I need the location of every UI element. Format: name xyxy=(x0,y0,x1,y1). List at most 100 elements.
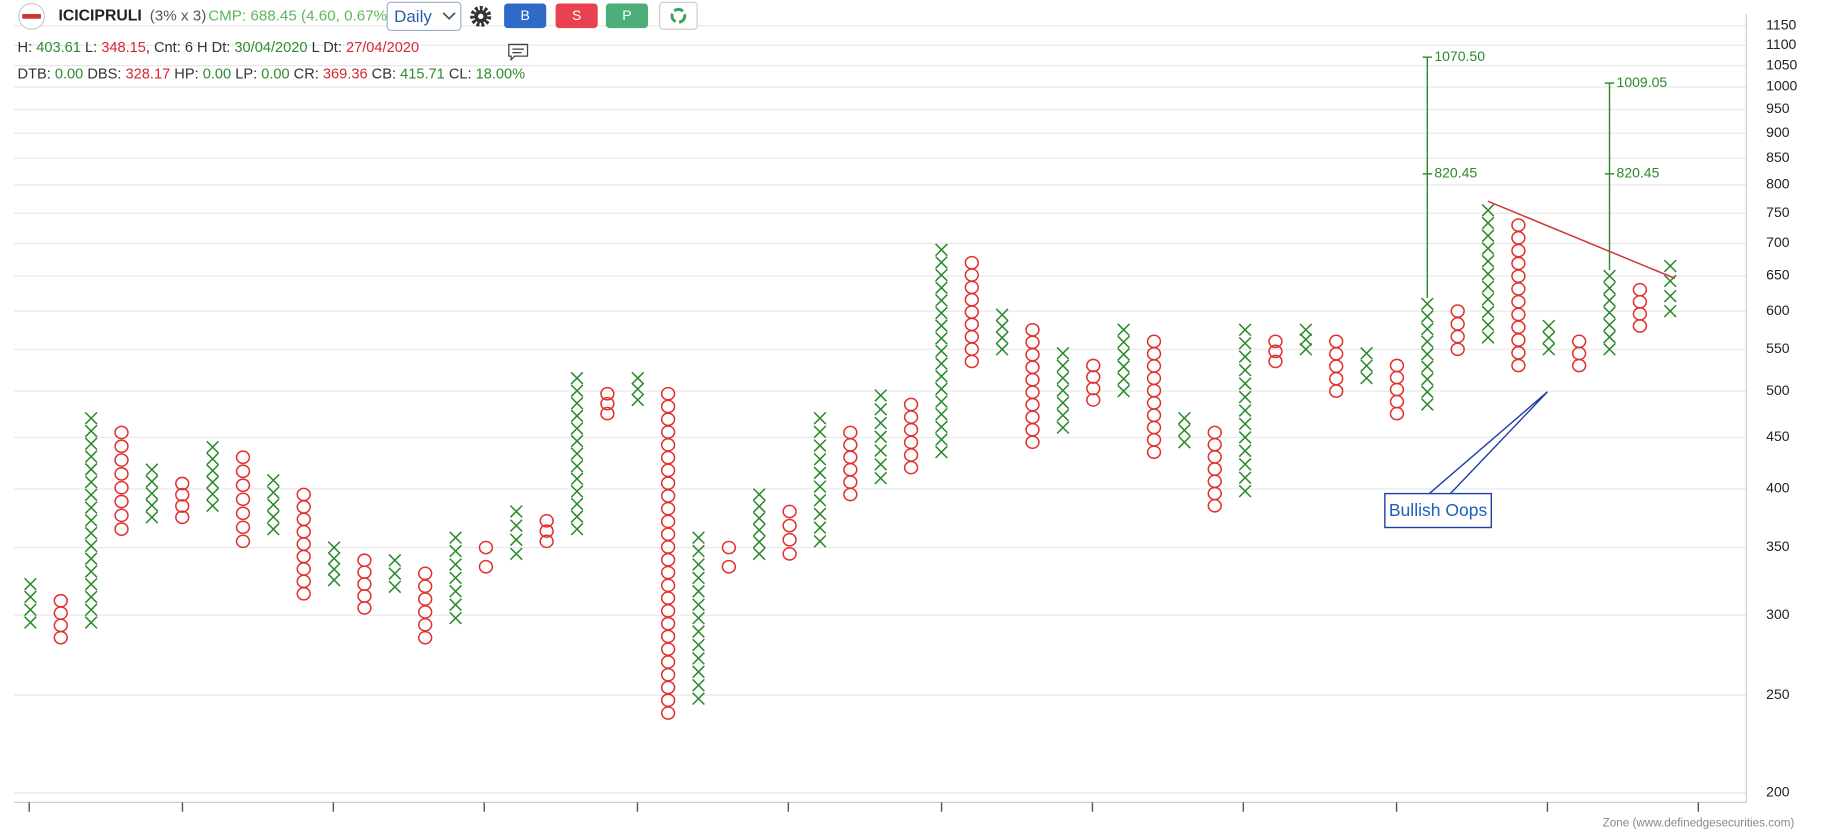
o-box xyxy=(417,630,433,645)
o-box xyxy=(660,501,676,516)
color-button[interactable] xyxy=(659,1,698,30)
x-box xyxy=(995,319,1009,333)
x-column xyxy=(1420,297,1434,411)
o-box xyxy=(721,559,737,574)
o-box xyxy=(235,478,251,493)
x-box xyxy=(935,281,948,295)
x-box xyxy=(874,402,888,416)
x-box xyxy=(449,544,462,558)
x-box xyxy=(206,452,220,466)
x-box xyxy=(874,389,888,402)
o-column xyxy=(660,386,676,720)
x-column xyxy=(1663,259,1677,318)
o-box xyxy=(843,425,858,440)
o-box xyxy=(903,410,919,424)
o-box xyxy=(1632,319,1648,333)
x-box xyxy=(570,497,584,511)
o-box xyxy=(1025,360,1040,375)
trend-line xyxy=(1487,200,1676,280)
x-box xyxy=(692,544,705,558)
x-box xyxy=(631,382,645,396)
o-box xyxy=(964,354,979,369)
o-box xyxy=(660,489,676,503)
x-box xyxy=(84,539,98,553)
x-box xyxy=(509,547,523,561)
x-box xyxy=(1299,323,1313,337)
y-tick-label: 950 xyxy=(1766,100,1790,116)
x-column xyxy=(631,371,645,407)
o-box xyxy=(660,667,676,682)
o-column xyxy=(782,504,797,561)
o-box xyxy=(660,642,676,657)
x-box xyxy=(692,598,705,612)
sell-button[interactable] xyxy=(555,3,598,29)
o-box xyxy=(1389,394,1405,409)
x-box xyxy=(1420,372,1434,386)
buy-button[interactable] xyxy=(504,3,547,29)
x-box xyxy=(266,473,280,487)
x-box xyxy=(388,553,402,567)
x-box xyxy=(935,369,948,383)
x-box xyxy=(1663,259,1677,273)
o-box xyxy=(114,494,129,509)
x-column xyxy=(1603,269,1616,356)
info-text: L: xyxy=(81,40,101,56)
info-text: CR: xyxy=(290,67,323,83)
o-box xyxy=(235,492,251,507)
x-box xyxy=(995,308,1009,322)
o-box xyxy=(1511,231,1526,245)
x-column xyxy=(692,531,705,706)
x-box xyxy=(874,457,888,471)
x-column xyxy=(752,488,766,561)
x-box xyxy=(1299,333,1313,346)
o-column xyxy=(1268,334,1283,369)
comment-icon[interactable] xyxy=(508,43,529,62)
x-box xyxy=(813,507,827,521)
y-tick-label: 250 xyxy=(1766,686,1790,702)
x-box xyxy=(1056,371,1070,385)
x-box xyxy=(935,433,948,446)
o-box xyxy=(843,475,858,489)
x-column xyxy=(935,243,948,459)
x-column xyxy=(874,389,888,485)
o-box xyxy=(1389,358,1405,373)
info-text: 328.17 xyxy=(126,67,171,83)
annotation: Bullish Oops xyxy=(1384,391,1548,529)
x-box xyxy=(1238,323,1252,337)
info-text: CL: xyxy=(445,67,476,83)
x-box xyxy=(1117,335,1131,349)
o-box xyxy=(660,527,676,542)
x-box xyxy=(752,499,766,513)
settings-icon[interactable] xyxy=(470,5,492,27)
x-box xyxy=(1056,346,1070,360)
o-box xyxy=(417,617,433,632)
x-box xyxy=(145,498,159,512)
o-box xyxy=(1025,322,1040,337)
o-box xyxy=(1511,243,1526,258)
x-box xyxy=(1420,310,1434,323)
x-box xyxy=(1238,457,1252,471)
o-box xyxy=(175,510,190,525)
x-box xyxy=(1117,323,1131,337)
x-box xyxy=(266,498,280,512)
x-box xyxy=(874,416,888,430)
o-box xyxy=(1207,437,1222,452)
x-box xyxy=(206,440,220,454)
o-column xyxy=(843,425,858,502)
o-box xyxy=(1450,316,1465,331)
x-box xyxy=(509,533,523,547)
x-box xyxy=(1663,304,1677,318)
x-box xyxy=(206,499,220,513)
x-box xyxy=(1238,390,1252,404)
x-box xyxy=(266,486,280,499)
x-box xyxy=(874,430,888,444)
x-column xyxy=(388,553,402,594)
target-label: 1009.05 xyxy=(1617,74,1668,90)
o-box xyxy=(1389,406,1405,421)
x-box xyxy=(813,425,827,439)
p-button[interactable] xyxy=(605,3,648,29)
x-box xyxy=(1481,318,1495,332)
x-column xyxy=(813,411,827,548)
x-box xyxy=(752,535,766,549)
